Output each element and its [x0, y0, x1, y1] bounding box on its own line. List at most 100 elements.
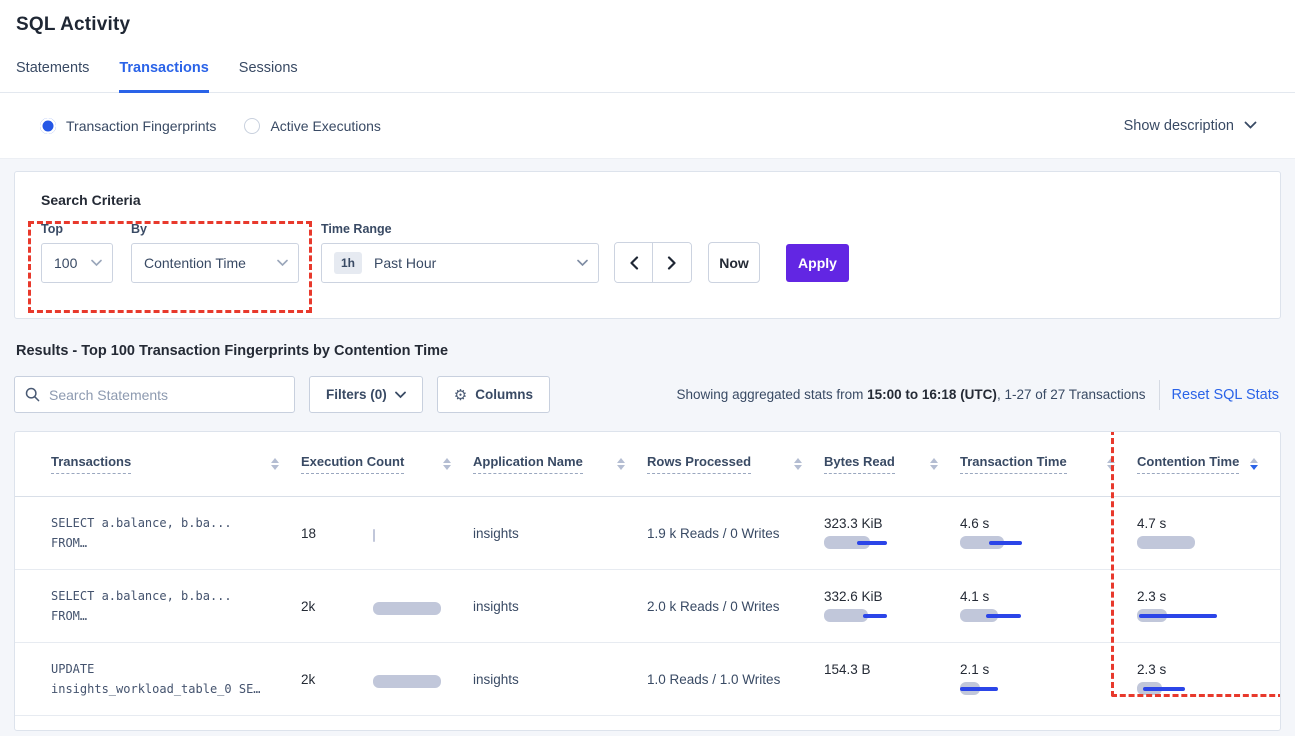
column-header-transactions[interactable]: Transactions [51, 454, 301, 474]
sort-icon[interactable] [443, 458, 451, 470]
contention-time-cell: 2.3 s [1137, 662, 1280, 696]
radio-unselected-icon [244, 117, 261, 134]
contention-time-bar [1137, 609, 1232, 623]
filters-label: Filters (0) [326, 387, 387, 402]
execution-count-cell: 2k [301, 597, 473, 616]
table-row[interactable]: SELECT a.balance, b.ba... FROM… 18 insigh… [15, 497, 1280, 570]
rows-processed-cell: 1.0 Reads / 1.0 Writes [647, 671, 781, 687]
tab-statements[interactable]: Statements [16, 60, 90, 76]
chevron-down-icon [277, 259, 288, 267]
results-toolbar: Filters (0) ⚙ Columns Showing aggregated… [14, 376, 1281, 413]
chevron-down-icon [91, 259, 102, 267]
stats-time-range: 15:00 to 16:18 (UTC) [867, 387, 997, 402]
transactions-table-card: Transactions Execution Count Application… [14, 431, 1281, 731]
application-name-cell: insights [473, 525, 519, 541]
column-header-bytes-read[interactable]: Bytes Read [824, 454, 960, 474]
transaction-fingerprint-link[interactable]: SELECT a.balance, b.ba... FROM… [51, 589, 232, 623]
transaction-time-bar [960, 609, 1055, 623]
results-heading: Results - Top 100 Transaction Fingerprin… [16, 343, 449, 359]
apply-button[interactable]: Apply [786, 244, 849, 282]
by-select[interactable]: Contention Time [131, 243, 299, 283]
column-header-transaction-time[interactable]: Transaction Time [960, 454, 1137, 474]
table-row[interactable]: SELECT a.balance, b.ba... FROM… 2k insigh… [15, 570, 1280, 643]
sort-icon[interactable] [271, 458, 279, 470]
search-statements-box [14, 376, 295, 413]
time-range-select[interactable]: 1h Past Hour [321, 243, 599, 283]
radio-label: Transaction Fingerprints [66, 117, 217, 134]
by-field: By Contention Time [131, 222, 299, 283]
bytes-read-cell: 323.3 KiB [824, 516, 960, 550]
by-select-value: Contention Time [144, 255, 246, 271]
radio-selected-icon [40, 117, 56, 134]
search-criteria-card: Search Criteria Top 100 By Contention Ti… [14, 171, 1281, 319]
contention-time-bar [1137, 682, 1232, 696]
table-header-row: Transactions Execution Count Application… [15, 432, 1280, 497]
toolbar-right: Showing aggregated stats from 15:00 to 1… [676, 379, 1281, 410]
bytes-read-bar [824, 609, 919, 623]
rows-processed-cell: 2.0 k Reads / 0 Writes [647, 598, 780, 614]
search-criteria-controls: Top 100 By Contention Time Time Range 1h [41, 222, 1254, 283]
reset-sql-stats-link[interactable]: Reset SQL Stats [1171, 386, 1279, 403]
transaction-time-cell: 2.1 s [960, 662, 1137, 696]
by-label: By [131, 222, 147, 236]
sort-icon-active-desc[interactable] [1250, 458, 1258, 470]
tab-transactions[interactable]: Transactions [119, 60, 209, 93]
view-toggle-band: Transaction Fingerprints Active Executio… [0, 93, 1295, 159]
time-range-badge: 1h [334, 252, 363, 274]
search-icon [25, 387, 40, 402]
execution-count-bar [373, 674, 468, 689]
bytes-read-cell: 332.6 KiB [824, 589, 960, 623]
bytes-read-bar [824, 536, 919, 550]
columns-label: Columns [475, 387, 533, 402]
contention-time-cell: 2.3 s [1137, 589, 1280, 623]
transaction-fingerprint-link[interactable]: SELECT a.balance, b.ba... FROM… [51, 516, 232, 550]
column-header-rows-processed[interactable]: Rows Processed [647, 454, 824, 474]
transaction-time-cell: 4.6 s [960, 516, 1137, 550]
view-radio-group: Transaction Fingerprints Active Executio… [40, 117, 381, 134]
aggregated-stats-text: Showing aggregated stats from 15:00 to 1… [676, 387, 1146, 402]
sort-icon[interactable] [930, 458, 938, 470]
page-header: SQL Activity Statements Transactions Ses… [0, 0, 1295, 93]
sort-icon[interactable] [617, 458, 625, 470]
columns-button[interactable]: ⚙ Columns [436, 376, 550, 413]
sort-icon[interactable] [794, 458, 802, 470]
search-criteria-heading: Search Criteria [41, 192, 141, 208]
bytes-read-cell: 154.3 B [824, 662, 871, 677]
show-description-toggle[interactable]: Show description [1124, 118, 1257, 134]
contention-time-cell: 4.7 s [1137, 516, 1280, 550]
radio-active-executions[interactable]: Active Executions [244, 117, 381, 134]
top-label: Top [41, 222, 63, 236]
search-statements-input[interactable] [49, 386, 284, 403]
top-select-value: 100 [54, 255, 78, 271]
time-stepper [614, 242, 692, 283]
top-select[interactable]: 100 [41, 243, 113, 283]
execution-count-cell: 2k [301, 670, 473, 689]
column-header-application-name[interactable]: Application Name [473, 454, 647, 474]
application-name-cell: insights [473, 598, 519, 614]
radio-transaction-fingerprints[interactable]: Transaction Fingerprints [40, 117, 217, 134]
time-back-button[interactable] [615, 243, 653, 282]
execution-count-bar [373, 601, 468, 616]
column-header-execution-count[interactable]: Execution Count [301, 454, 473, 474]
tab-sessions[interactable]: Sessions [238, 60, 298, 76]
chevron-down-icon [394, 391, 406, 398]
page-title: SQL Activity [16, 14, 131, 35]
transaction-time-cell: 4.1 s [960, 589, 1137, 623]
contention-time-bar [1137, 536, 1232, 550]
time-range-label: Time Range [321, 222, 392, 236]
time-range-field: Time Range 1h Past Hour [321, 222, 599, 283]
chevron-right-icon [667, 255, 676, 270]
filters-button[interactable]: Filters (0) [309, 376, 423, 413]
now-button[interactable]: Now [708, 242, 760, 283]
transaction-fingerprint-link[interactable]: UPDATE insights_workload_table_0 SE… [51, 662, 261, 696]
sort-icon[interactable] [1107, 458, 1115, 470]
application-name-cell: insights [473, 671, 519, 687]
time-forward-button[interactable] [653, 243, 691, 282]
show-description-label: Show description [1123, 117, 1234, 134]
column-header-contention-time[interactable]: Contention Time [1137, 454, 1280, 474]
chevron-left-icon [629, 255, 638, 270]
gear-icon: ⚙ [453, 385, 468, 404]
divider [1158, 379, 1160, 410]
table-row[interactable]: UPDATE insights_workload_table_0 SE… 2k i… [15, 643, 1280, 716]
execution-count-bar [373, 528, 468, 543]
